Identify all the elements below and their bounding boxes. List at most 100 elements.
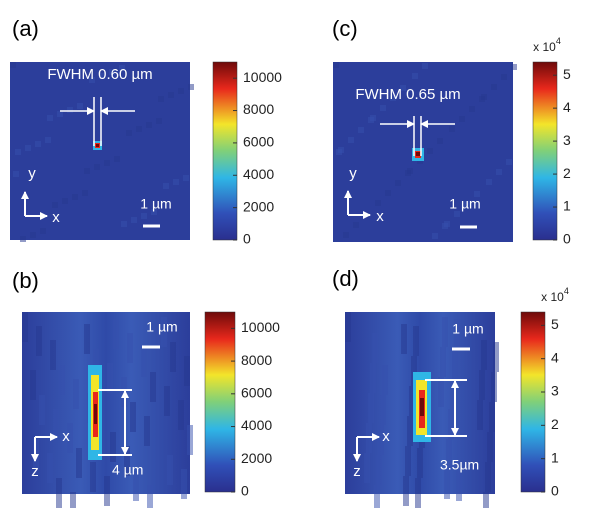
colorbar-tick-label: 4 — [563, 99, 571, 115]
heatmap-texture — [409, 386, 415, 416]
axis-label: x — [376, 208, 384, 225]
heatmap-texture — [70, 492, 76, 508]
heatmap-texture — [188, 84, 194, 90]
axis-label: x — [62, 428, 70, 445]
heatmap-texture — [415, 478, 421, 508]
heatmap-texture — [163, 183, 169, 189]
multiplier-exponent: 4 — [556, 36, 561, 46]
heatmap-texture — [133, 471, 139, 501]
heatmap-texture — [336, 149, 342, 155]
heatmap-texture — [485, 462, 491, 492]
colorbar-tick-label: 6000 — [241, 385, 272, 401]
heatmap-texture — [348, 137, 354, 143]
heatmap-texture — [446, 439, 452, 469]
scale-label: 1 µm — [452, 321, 483, 337]
heatmap-texture — [151, 209, 157, 215]
heatmap-texture — [442, 223, 448, 229]
heatmap-texture — [173, 179, 179, 185]
heatmap-texture — [47, 115, 53, 121]
colorbar-tick-label: 0 — [563, 231, 571, 247]
heatmap-texture — [73, 379, 79, 409]
heatmap-texture — [474, 191, 480, 197]
heatmap-texture — [67, 107, 73, 113]
heatmap-texture — [20, 236, 26, 242]
heatmap-texture — [481, 340, 487, 370]
heatmap-texture — [454, 319, 460, 349]
heatmap-texture — [67, 423, 73, 453]
heatmap-texture — [89, 77, 95, 83]
heatmap-texture — [130, 402, 136, 432]
heatmap-texture — [493, 342, 499, 372]
heatmap-texture — [438, 377, 444, 407]
heatmap-texture — [378, 425, 384, 455]
heatmap-texture — [407, 416, 413, 446]
panel-label: (c) — [332, 16, 358, 41]
heatmap-texture — [442, 317, 448, 347]
heatmap-texture — [99, 73, 105, 79]
heatmap-texture — [161, 317, 167, 347]
heatmap-texture — [107, 363, 113, 393]
colorbar-tick-label: 1 — [551, 449, 559, 465]
heatmap-texture — [39, 395, 45, 425]
heatmap-texture — [77, 103, 83, 109]
heatmap-texture — [483, 492, 489, 508]
heatmap-texture — [22, 312, 28, 342]
heatmap-texture — [422, 63, 428, 69]
length-label: 4 µm — [112, 462, 143, 478]
panel-label: (b) — [12, 268, 39, 293]
axis-label: x — [382, 428, 390, 445]
axis-label: z — [353, 463, 361, 480]
heatmap-texture — [454, 211, 460, 217]
heatmap-texture — [147, 485, 153, 508]
heatmap-texture — [84, 168, 90, 174]
heatmap-texture — [30, 370, 36, 400]
heatmap-texture — [35, 141, 41, 147]
colorbar-tick-label: 4000 — [243, 166, 274, 182]
heatmap-texture — [405, 446, 411, 476]
heatmap-texture — [395, 180, 401, 186]
fwhm-label: FWHM 0.60 µm — [47, 66, 152, 83]
heatmap-texture — [427, 148, 433, 154]
heatmap-texture — [491, 84, 497, 90]
heatmap-texture — [353, 222, 359, 228]
heatmap-texture — [178, 88, 184, 94]
colorbar-tick-label: 4 — [551, 349, 559, 365]
heatmap-texture — [56, 478, 62, 508]
axis-label: z — [31, 463, 39, 480]
heatmap-texture — [400, 85, 406, 91]
heatmap-texture — [412, 73, 418, 79]
heatmap-texture — [375, 200, 381, 206]
heatmap-texture — [110, 432, 116, 462]
heatmap-texture — [401, 324, 407, 354]
heatmap-texture — [413, 326, 419, 356]
hot-spot — [420, 398, 424, 416]
scale-label: 1 µm — [140, 196, 171, 212]
heatmap-texture — [170, 342, 176, 372]
heatmap-texture — [136, 126, 142, 132]
heatmap-texture — [94, 164, 100, 170]
heatmap-texture — [168, 92, 174, 98]
heatmap-texture — [183, 175, 189, 181]
heatmap-texture — [53, 409, 59, 439]
heatmap-texture — [119, 65, 125, 71]
heatmap-texture — [127, 333, 133, 363]
colorbar-tick-label: 8000 — [243, 101, 274, 117]
heatmap-texture — [124, 446, 130, 476]
multiplier-base: x 10 — [533, 40, 556, 54]
heatmap-texture — [167, 455, 173, 485]
heatmap-texture — [448, 409, 454, 439]
heatmap-texture — [146, 122, 152, 128]
heatmap-texture — [156, 118, 162, 124]
heatmap-texture — [36, 326, 42, 356]
heatmap-texture — [479, 96, 485, 102]
colorbar-tick-label: 8000 — [241, 352, 272, 368]
colorbar-tick-label: 5 — [551, 316, 559, 332]
heatmap-texture — [113, 319, 119, 349]
heatmap-texture — [345, 312, 351, 342]
heatmap-texture — [184, 356, 190, 386]
heatmap-texture — [333, 62, 339, 68]
heatmap-texture — [150, 372, 156, 402]
heatmap-texture — [114, 156, 120, 162]
heatmap-texture — [30, 232, 36, 238]
heatmap-texture — [417, 448, 423, 478]
